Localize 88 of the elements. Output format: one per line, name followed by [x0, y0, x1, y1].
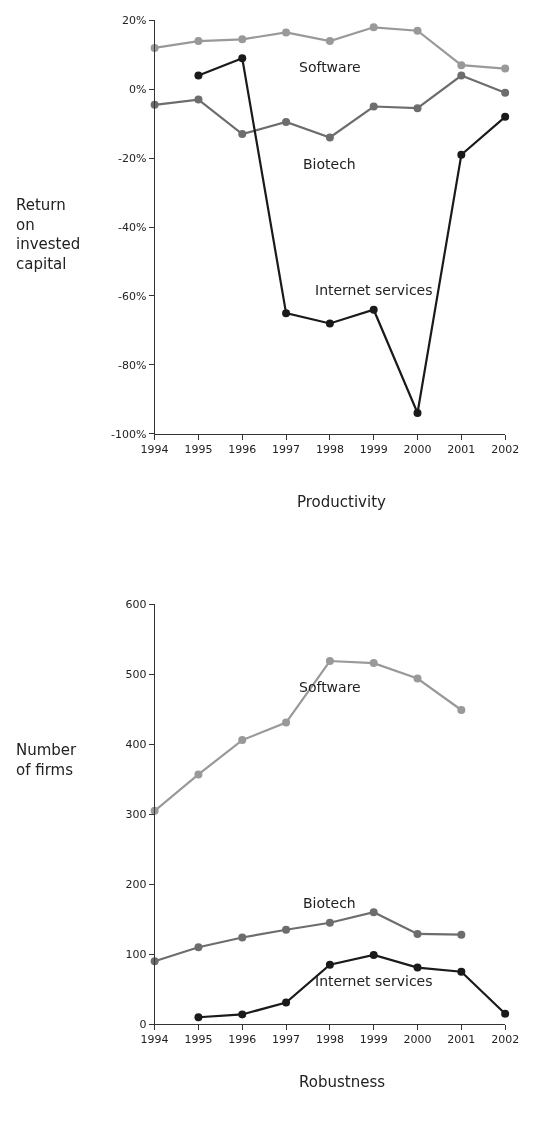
point	[238, 35, 247, 44]
point	[282, 718, 291, 727]
point	[238, 1010, 247, 1019]
x-tick-label: 1998	[315, 1033, 344, 1047]
point	[282, 309, 291, 318]
point	[238, 130, 247, 139]
point	[369, 102, 378, 111]
point	[413, 929, 422, 938]
x-tick-label: 1999	[359, 1033, 388, 1047]
x-tick-label: 1995	[184, 442, 213, 456]
point	[457, 71, 466, 80]
point	[282, 118, 291, 126]
x-tick-label: 1997	[272, 442, 301, 456]
point	[194, 943, 203, 952]
point	[369, 23, 378, 32]
y-tick-label: 0%	[128, 83, 147, 97]
series-label: Biotech	[303, 156, 356, 172]
y-tick-label: 600	[125, 598, 147, 612]
point	[325, 657, 334, 666]
point	[282, 28, 291, 37]
y-tick-label: 0	[139, 1018, 147, 1032]
x-tick-label: 1994	[140, 442, 169, 456]
point	[325, 960, 334, 969]
x-tick-label: 1997	[272, 1033, 301, 1047]
y-tick-label: 500	[125, 668, 147, 682]
x-tick-label: 1999	[359, 442, 388, 456]
point	[194, 770, 203, 779]
point	[325, 319, 334, 328]
series-label: Software	[299, 59, 361, 75]
point	[369, 659, 378, 668]
y-tick-label: -80%	[118, 358, 147, 372]
x-axis-title: Productivity	[297, 493, 387, 511]
point	[238, 933, 247, 942]
y-tick-label: 400	[125, 738, 147, 752]
point	[369, 908, 378, 917]
y-tick-label: -100%	[111, 427, 147, 441]
y-tick-label: -40%	[118, 220, 147, 234]
point	[501, 1009, 510, 1018]
point	[369, 950, 378, 959]
point	[413, 674, 422, 683]
point	[238, 736, 247, 745]
y-tick-label: -60%	[118, 289, 147, 303]
y-axis-title: Return on invested capital	[16, 196, 81, 273]
point	[282, 998, 291, 1007]
point	[457, 930, 466, 939]
point	[282, 925, 291, 934]
x-tick-label: 2001	[447, 1033, 476, 1047]
x-axis-title: Robustness	[299, 1073, 386, 1091]
point	[325, 133, 334, 142]
y-tick-label: 300	[125, 808, 147, 822]
x-tick-label: 1998	[315, 442, 344, 456]
series-label: Internet services	[315, 973, 433, 989]
point	[325, 918, 334, 927]
point	[501, 112, 510, 121]
point	[413, 963, 422, 972]
x-tick-label: 2002	[491, 1033, 520, 1047]
point	[194, 71, 203, 80]
y-tick-label: 200	[125, 878, 147, 892]
point	[413, 26, 422, 35]
point	[413, 409, 422, 418]
point	[238, 54, 247, 63]
point	[457, 150, 466, 159]
point	[413, 104, 422, 113]
x-tick-label: 1994	[140, 1033, 169, 1047]
point	[457, 967, 466, 976]
y-axis-title: Number of firms	[16, 741, 78, 779]
x-tick-label: 2001	[447, 442, 476, 456]
point	[194, 37, 203, 46]
x-tick-label: 1995	[184, 1033, 213, 1047]
point	[325, 37, 334, 46]
point	[457, 706, 466, 714]
x-tick-label: 2002	[491, 442, 520, 456]
series-label: Software	[299, 679, 361, 695]
x-tick-label: 2000	[403, 1033, 432, 1047]
y-tick-label: 100	[125, 948, 147, 962]
point	[501, 88, 510, 97]
point	[194, 95, 203, 104]
point	[501, 64, 510, 73]
y-tick-label: -20%	[118, 152, 147, 166]
x-tick-label: 2000	[403, 442, 432, 456]
point	[457, 61, 466, 70]
x-tick-label: 1996	[228, 442, 257, 456]
point	[369, 305, 378, 314]
series-label: Internet services	[315, 282, 433, 298]
y-tick-label: 20%	[121, 14, 147, 28]
point	[194, 1013, 203, 1022]
series-label: Biotech	[303, 895, 356, 911]
x-tick-label: 1996	[228, 1033, 257, 1047]
